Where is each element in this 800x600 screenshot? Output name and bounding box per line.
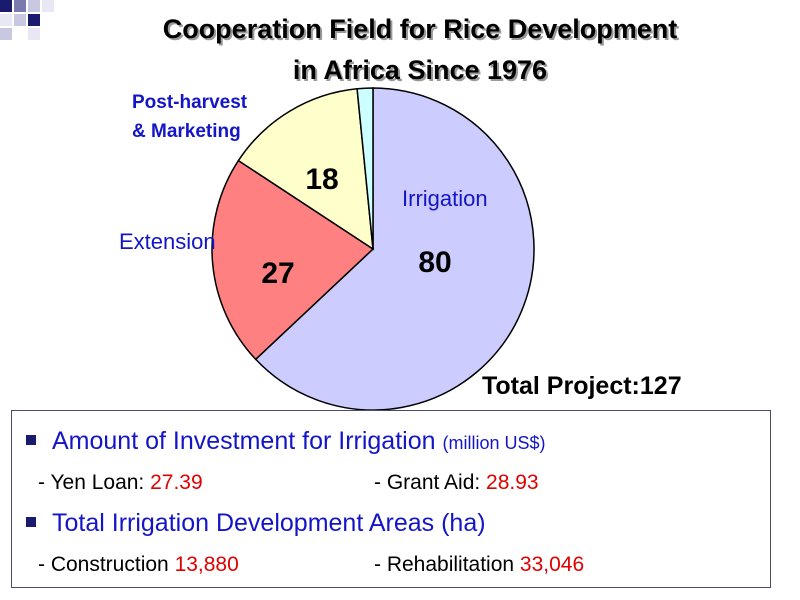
pie-slice-irrigation [254, 87, 535, 410]
corner-square [14, 0, 26, 12]
construction-row: - Construction 13,880 [38, 553, 239, 577]
pie-slice-extension [211, 159, 375, 361]
corner-square [42, 0, 54, 12]
yen-loan-value: 27.39 [150, 471, 203, 494]
areas-heading-row: Total Irrigation Development Areas (ha) [26, 509, 486, 538]
corner-square [0, 0, 12, 12]
grant-aid-value: 28.93 [486, 471, 539, 494]
construction-value: 13,880 [174, 553, 239, 576]
areas-heading: Total Irrigation Development Areas (ha) [52, 509, 486, 537]
bullet-icon [26, 435, 36, 446]
value-label-irrigation: 80 [418, 246, 451, 279]
pie-slice-post-harvest-marketing [237, 87, 374, 251]
investment-heading-row: Amount of Investment for Irrigation (mil… [26, 427, 546, 456]
grant-aid-row: - Grant Aid: 28.93 [374, 471, 539, 495]
chart-title-line1: Cooperation Field for Rice Development [162, 14, 678, 44]
bullet-icon [26, 517, 36, 528]
category-label-extension: Extension [119, 229, 216, 254]
pie-chart: 80 27 18 Irrigation Extension Post-harvest & M… [119, 87, 535, 410]
category-label-post-harvest-line2: & Marketing [132, 121, 241, 142]
category-label-irrigation: Irrigation [402, 186, 488, 211]
grant-aid-label: - Grant Aid: [374, 471, 487, 494]
info-box: Amount of Investment for Irrigation (mil… [11, 410, 771, 588]
value-label-extension: 27 [261, 257, 294, 290]
rehabilitation-value: 33,046 [519, 553, 585, 576]
rehabilitation-row: - Rehabilitation 33,046 [374, 553, 584, 577]
rehabilitation-label: - Rehabilitation [374, 553, 520, 576]
category-label-post-harvest-line1: Post-harvest [132, 92, 248, 113]
corner-square [28, 28, 40, 40]
chart-title-line2: in Africa Since 1976 [292, 55, 548, 85]
corner-square [14, 14, 26, 26]
value-label-post-harvest: 18 [305, 163, 338, 196]
corner-square [0, 14, 12, 26]
pie-slice-other [356, 87, 374, 250]
corner-square [28, 14, 40, 26]
total-project-label: Total Project:127 [482, 372, 682, 400]
investment-heading: Amount of Investment for Irrigation [52, 427, 436, 455]
corner-square [28, 0, 40, 12]
construction-label: - Construction [38, 553, 175, 576]
yen-loan-label: - Yen Loan: [38, 471, 151, 494]
yen-loan-row: - Yen Loan: 27.39 [38, 471, 203, 495]
investment-unit: (million US$) [442, 433, 546, 453]
corner-square [0, 28, 12, 40]
